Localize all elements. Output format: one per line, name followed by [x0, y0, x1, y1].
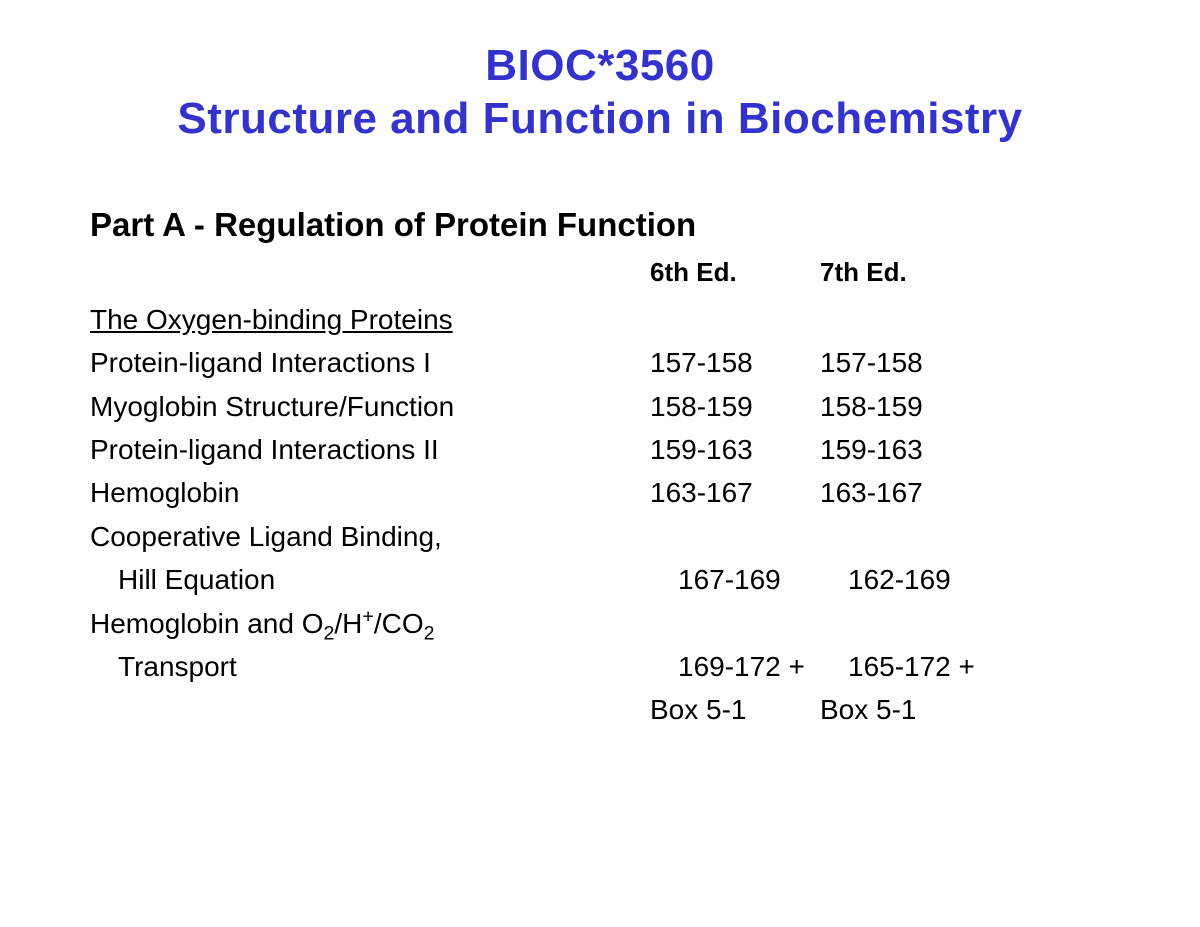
ed7-cell: 157-158 — [820, 341, 990, 384]
ed7-cell — [820, 515, 990, 558]
ed6-cell — [650, 515, 820, 558]
table-header-row: 6th Ed. 7th Ed. — [90, 252, 1110, 292]
section-heading: The Oxygen-binding Proteins — [90, 298, 650, 341]
ed7-cell — [820, 602, 990, 645]
course-title: Structure and Function in Biochemistry — [90, 93, 1110, 146]
table-row: Hill Equation 167-169 162-169 — [90, 558, 1110, 601]
ed6-cell: 167-169 — [678, 558, 848, 601]
topic-cell: Protein-ligand Interactions II — [90, 428, 650, 471]
topic-cell: Myoglobin Structure/Function — [90, 385, 650, 428]
table-row: Hemoglobin and O2/H+/CO2 — [90, 602, 1110, 645]
ed6-cell: 157-158 — [650, 341, 820, 384]
topic-cell-indented: Hill Equation — [90, 558, 678, 601]
header-ed6: 6th Ed. — [650, 252, 820, 292]
slide: BIOC*3560 Structure and Function in Bioc… — [0, 0, 1200, 732]
header-ed7: 7th Ed. — [820, 252, 990, 292]
table-row: Box 5-1 Box 5-1 — [90, 688, 1110, 731]
ed7-cell: Box 5-1 — [820, 688, 990, 731]
ed6-cell: 169-172 + — [678, 645, 848, 688]
topic-cell: Cooperative Ligand Binding, — [90, 515, 650, 558]
topic-cell: Hemoglobin — [90, 471, 650, 514]
header-topic-blank — [90, 252, 650, 292]
table-row: Myoglobin Structure/Function 158-159 158… — [90, 385, 1110, 428]
title-block: BIOC*3560 Structure and Function in Bioc… — [90, 40, 1110, 146]
ed7-cell: 165-172 + — [848, 645, 1018, 688]
topic-cell-chem: Hemoglobin and O2/H+/CO2 — [90, 602, 650, 645]
topic-cell: Protein-ligand Interactions I — [90, 341, 650, 384]
table-row: Protein-ligand Interactions II 159-163 1… — [90, 428, 1110, 471]
part-subtitle: Part A - Regulation of Protein Function — [90, 206, 1110, 244]
section-heading-row: The Oxygen-binding Proteins — [90, 292, 1110, 341]
ed7-cell: 158-159 — [820, 385, 990, 428]
ed7-cell: 162-169 — [848, 558, 1018, 601]
readings-table: 6th Ed. 7th Ed. The Oxygen-binding Prote… — [90, 252, 1110, 732]
ed6-cell: 158-159 — [650, 385, 820, 428]
topic-cell — [90, 688, 650, 731]
ed6-cell: 159-163 — [650, 428, 820, 471]
ed6-cell: Box 5-1 — [650, 688, 820, 731]
topic-cell-indented: Transport — [90, 645, 678, 688]
ed6-cell — [650, 602, 820, 645]
ed7-cell: 163-167 — [820, 471, 990, 514]
table-row: Cooperative Ligand Binding, — [90, 515, 1110, 558]
ed7-cell: 159-163 — [820, 428, 990, 471]
ed6-cell: 163-167 — [650, 471, 820, 514]
table-row: Hemoglobin 163-167 163-167 — [90, 471, 1110, 514]
course-code: BIOC*3560 — [90, 40, 1110, 93]
table-row: Transport 169-172 + 165-172 + — [90, 645, 1110, 688]
table-row: Protein-ligand Interactions I 157-158 15… — [90, 341, 1110, 384]
